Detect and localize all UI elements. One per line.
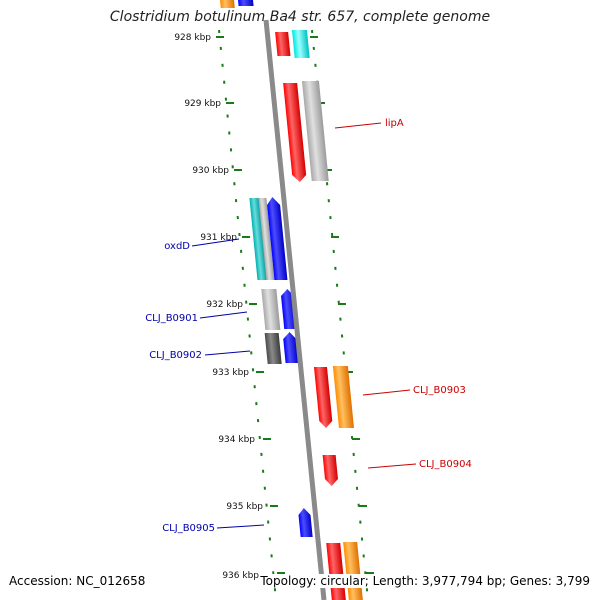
genome-title: Clostridium botulinum Ba4 str. 657, comp… [109, 9, 491, 25]
leader-line [216, 524, 265, 529]
gene-label: lipA [385, 118, 404, 129]
kbp-label: 932 kbp [206, 300, 243, 310]
gene-feature-CLJ_B0902 [283, 332, 299, 363]
kbp-label: 935 kbp [226, 502, 263, 512]
label-leaders [191, 122, 417, 529]
gene-feature [238, 0, 254, 6]
kbp-label: 936 kbp [222, 571, 259, 581]
gene-label: oxdD [164, 241, 190, 252]
gene-label: CLJ_B0902 [149, 350, 202, 361]
kbp-label: 928 kbp [174, 33, 211, 43]
genome-stats-text: Topology: circular; Length: 3,977,794 bp… [260, 574, 590, 588]
gene-feature-oxdD [267, 197, 288, 280]
gene-feature [343, 542, 363, 600]
gene-feature [220, 0, 235, 8]
kbp-label: 933 kbp [212, 368, 249, 378]
right-tick-track [311, 29, 369, 600]
reverse-features [220, 0, 313, 537]
gene-feature-CLJ_B0904 [322, 455, 338, 486]
gene-feature-CLJ_B0905 [298, 508, 313, 537]
gene-feature [258, 198, 275, 280]
leader-line [362, 389, 411, 396]
gene-labels: lipA oxdD CLJ_B0901 CLJ_B0902 CLJ_B0903 … [145, 118, 472, 534]
gene-feature [326, 543, 346, 600]
genome-backbone [263, 19, 327, 600]
leader-line [191, 238, 240, 247]
gene-feature [249, 198, 268, 280]
gene-label: CLJ_B0905 [162, 523, 215, 534]
gene-feature [264, 333, 282, 364]
gene-label: CLJ_B0904 [419, 459, 472, 470]
left-tick-track [218, 29, 277, 600]
gene-label: CLJ_B0901 [145, 313, 198, 324]
kbp-labels: 928 kbp 929 kbp 930 kbp 931 kbp 932 kbp … [174, 33, 263, 581]
gene-feature [332, 366, 354, 428]
gene-label: CLJ_B0903 [413, 385, 466, 396]
gene-feature [261, 289, 281, 330]
gene-feature-lipA [283, 83, 307, 182]
leader-line [367, 463, 417, 469]
gene-feature [301, 81, 329, 181]
leader-line [334, 122, 382, 129]
gene-feature-CLJ_B0903 [313, 367, 333, 428]
kbp-label: 931 kbp [200, 233, 237, 243]
leader-line [199, 311, 248, 319]
gene-feature [275, 32, 291, 56]
gene-feature [291, 30, 310, 58]
kbp-label: 929 kbp [184, 99, 221, 109]
kbp-label: 934 kbp [218, 435, 255, 445]
kbp-label: 930 kbp [192, 166, 229, 176]
accession-text: Accession: NC_012658 [9, 574, 146, 588]
leader-line [204, 350, 251, 356]
